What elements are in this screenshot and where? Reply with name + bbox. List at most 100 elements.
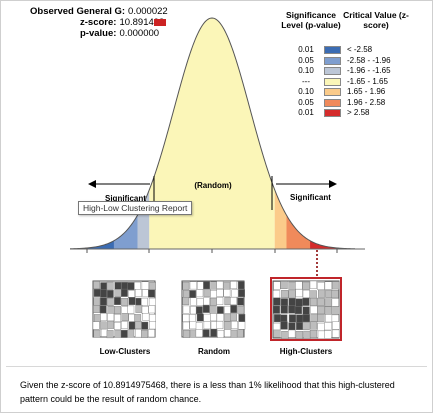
map-polygon [127, 305, 135, 314]
legend-p-value: 0.10 [298, 66, 314, 75]
map-polygon [148, 297, 156, 306]
legend-swatch [324, 67, 341, 75]
map-polygon [93, 314, 101, 323]
map-polygon [189, 321, 197, 330]
map-polygon [203, 313, 211, 322]
p-value-value: 0.000000 [119, 28, 160, 39]
map-polygon [309, 280, 318, 289]
map-polygon [317, 322, 325, 331]
map-polygon [281, 290, 289, 299]
map-polygon [107, 320, 115, 329]
map-polygon [273, 281, 281, 290]
map-polygon [280, 305, 288, 314]
map-polygon [224, 313, 231, 322]
map-polygon [224, 305, 231, 314]
map-polygon [134, 321, 142, 329]
map-polygon [149, 282, 156, 290]
general-g-row: Observed General G: 0.000022 [30, 6, 168, 17]
map-polygon [100, 297, 107, 306]
z-score-label: z-score: [80, 17, 117, 28]
legend-z-range: -1.96 - -1.65 [347, 66, 391, 75]
map-polygon [106, 281, 114, 290]
map-polygon [135, 304, 143, 313]
map-polygon [148, 289, 155, 298]
map-polygon [114, 297, 121, 305]
map-polygon [216, 281, 224, 289]
legend-p-value: 0.01 [298, 45, 314, 54]
axis-ticks [86, 249, 338, 253]
tooltip-high-low-report: High-Low Clustering Report [78, 201, 193, 215]
map-polygon [209, 313, 217, 322]
map-polygon [302, 306, 310, 315]
map-polygon [106, 298, 114, 306]
map-polygon [324, 298, 332, 307]
map-polygon [295, 289, 303, 298]
map-polygon [223, 321, 231, 330]
general-g-value: 0.000022 [128, 6, 168, 17]
map-polygon [182, 305, 190, 314]
map-polygon [134, 281, 141, 290]
map-polygon [188, 314, 196, 323]
map-polygon [148, 329, 155, 338]
legend-z-range: > 2.58 [347, 108, 370, 117]
map-polygon [332, 306, 340, 315]
map-polygon [189, 297, 197, 306]
map-polygon [302, 289, 311, 298]
random-label-thumb: Random [198, 347, 230, 356]
map-polygon [238, 321, 246, 330]
map-polygon [149, 314, 156, 323]
map-polygon [331, 298, 339, 307]
random-thumbnail [181, 280, 246, 338]
legend-z-range: < -2.58 [347, 45, 373, 54]
map-polygon [310, 305, 318, 314]
legend-p-value: 0.01 [298, 108, 314, 117]
map-polygon [280, 298, 289, 307]
map-polygon [317, 330, 326, 339]
map-polygon [106, 290, 114, 298]
random-label: (Random) [194, 181, 232, 190]
map-polygon [100, 313, 108, 321]
map-polygon [196, 298, 204, 306]
map-polygon [237, 305, 245, 314]
map-polygon [238, 314, 246, 322]
legend-swatch [324, 77, 341, 86]
map-polygon [302, 314, 310, 323]
map-polygon [209, 305, 217, 314]
map-polygon [288, 322, 296, 331]
map-polygon [189, 329, 197, 338]
map-polygon [209, 297, 217, 306]
map-polygon [202, 304, 210, 313]
map-polygon [272, 305, 281, 314]
legend-swatch [324, 98, 341, 107]
legend-swatch [324, 88, 341, 96]
map-polygon [224, 329, 232, 338]
map-polygon [230, 313, 237, 322]
map-polygon [325, 314, 333, 323]
map-polygon [114, 282, 122, 290]
map-polygon [141, 321, 149, 330]
map-polygon [216, 297, 224, 305]
map-polygon [183, 330, 190, 338]
divider [6, 366, 427, 367]
map-polygon [99, 321, 107, 330]
map-polygon [195, 306, 203, 315]
map-polygon [142, 313, 150, 321]
map-polygon [332, 329, 340, 338]
map-polygon [223, 282, 231, 291]
map-polygon [93, 305, 100, 313]
map-polygon [318, 289, 326, 298]
map-polygon [324, 306, 332, 315]
map-polygon [148, 305, 156, 314]
map-polygon [128, 321, 136, 330]
map-polygon [272, 290, 281, 299]
map-polygon [106, 330, 114, 339]
z-score-row: z-score: 10.891498 [30, 17, 168, 28]
map-polygon [93, 297, 101, 306]
map-polygon [141, 330, 148, 338]
map-polygon [203, 281, 210, 290]
legend-p-value: 0.05 [298, 55, 314, 65]
map-polygon [296, 322, 304, 331]
map-polygon [303, 330, 311, 339]
map-polygon [127, 282, 135, 291]
significant-left-label: Significant [105, 194, 146, 203]
